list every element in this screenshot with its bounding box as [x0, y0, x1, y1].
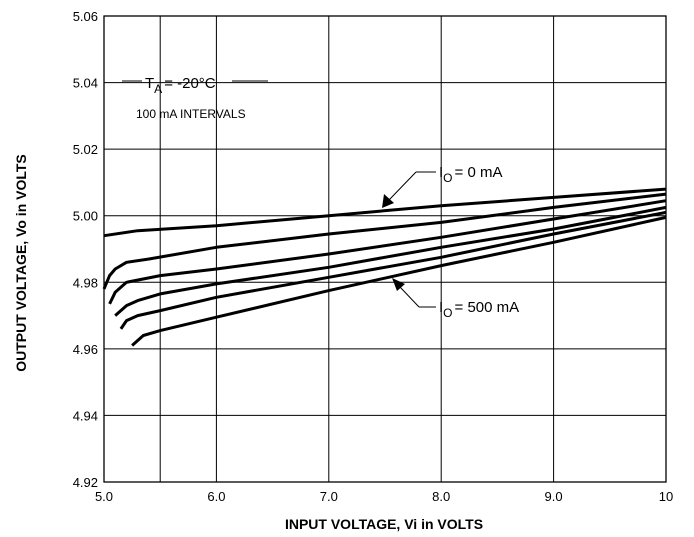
x-tick-label: 8.0: [432, 489, 450, 504]
grid-lines: [104, 16, 666, 482]
series-line-3: [108, 199, 667, 305]
y-tick-label: 5.00: [73, 209, 98, 224]
io-top-arrowhead: [382, 194, 394, 208]
io-top-arrow-line: [388, 171, 417, 201]
series-line-6: [131, 215, 667, 347]
temperature-label: TA = -20°C: [145, 75, 216, 96]
y-tick-label: 4.96: [73, 342, 98, 357]
series-group: [102, 187, 667, 347]
series-line-5: [119, 210, 667, 330]
x-tick-label: 10: [659, 489, 673, 504]
x-tick-label: 7.0: [320, 489, 338, 504]
series-line-4: [114, 205, 667, 317]
series-line-2: [102, 192, 667, 290]
x-tick-label: 6.0: [207, 489, 225, 504]
plot-frame: [103, 15, 667, 483]
x-tick-label: 5.0: [95, 489, 113, 504]
x-tick-label: 9.0: [545, 489, 563, 504]
series-line-1: [103, 187, 667, 238]
y-tick-label: 4.92: [73, 475, 98, 490]
x-tick-labels: 5.0 6.0 7.0 8.0 9.0 10: [95, 489, 673, 504]
y-axis-label: OUTPUT VOLTAGE, Vo in VOLTS: [13, 154, 29, 372]
y-tick-label: 5.02: [73, 142, 98, 157]
y-tick-label: 4.98: [73, 275, 98, 290]
io-bottom-label: IO = 500 mA: [439, 299, 519, 320]
io-top-label: IO = 0 mA: [439, 164, 502, 185]
io-bottom-arrowhead: [392, 278, 405, 291]
y-tick-labels: 4.92 4.94 4.96 4.98 5.00 5.02 5.04 5.06: [73, 9, 98, 490]
y-tick-label: 4.94: [73, 408, 98, 423]
y-tick-label: 5.06: [73, 9, 98, 24]
intervals-label: 100 mA INTERVALS: [136, 107, 246, 121]
io-bottom-arrow-line: [399, 286, 420, 308]
x-axis-label: INPUT VOLTAGE, Vi in VOLTS: [285, 516, 483, 532]
y-tick-label: 5.04: [73, 76, 98, 91]
